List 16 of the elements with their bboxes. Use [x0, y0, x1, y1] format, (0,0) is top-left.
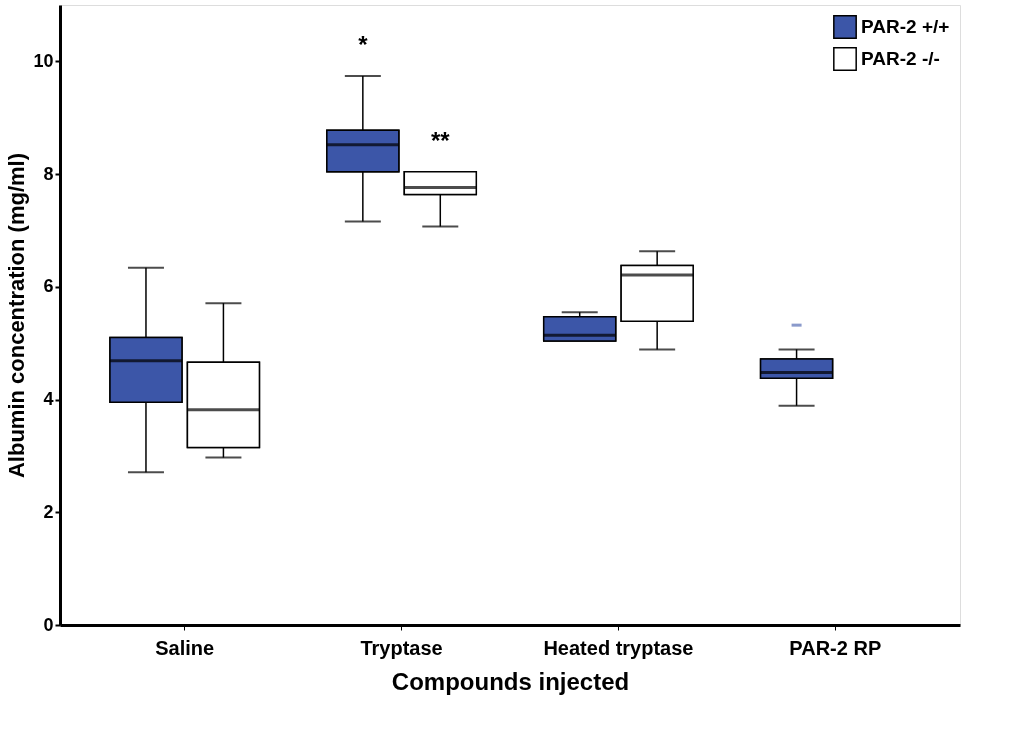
- y-tick-label: 6: [43, 276, 54, 297]
- x-tick-label: Saline: [155, 636, 215, 659]
- annotation: **: [430, 126, 451, 154]
- y-tick-label: 4: [43, 389, 54, 410]
- annotation: *: [358, 31, 369, 59]
- y-tick-label: 0: [43, 614, 54, 635]
- legend-label: PAR-2 -/-: [861, 48, 940, 69]
- y-tick-label: 10: [33, 50, 54, 71]
- y-tick-label: 2: [43, 501, 54, 522]
- y-axis-title: Albumin concentration (mg/ml): [4, 152, 30, 479]
- legend-label: PAR-2 +/+: [861, 16, 950, 37]
- x-tick-label: Heated tryptase: [543, 636, 694, 659]
- x-tick-label: PAR-2 RP: [789, 636, 882, 659]
- x-axis-title: Compounds injected: [391, 667, 630, 695]
- y-tick-label: 8: [43, 163, 54, 184]
- x-tick-label: Tryptase: [360, 636, 443, 659]
